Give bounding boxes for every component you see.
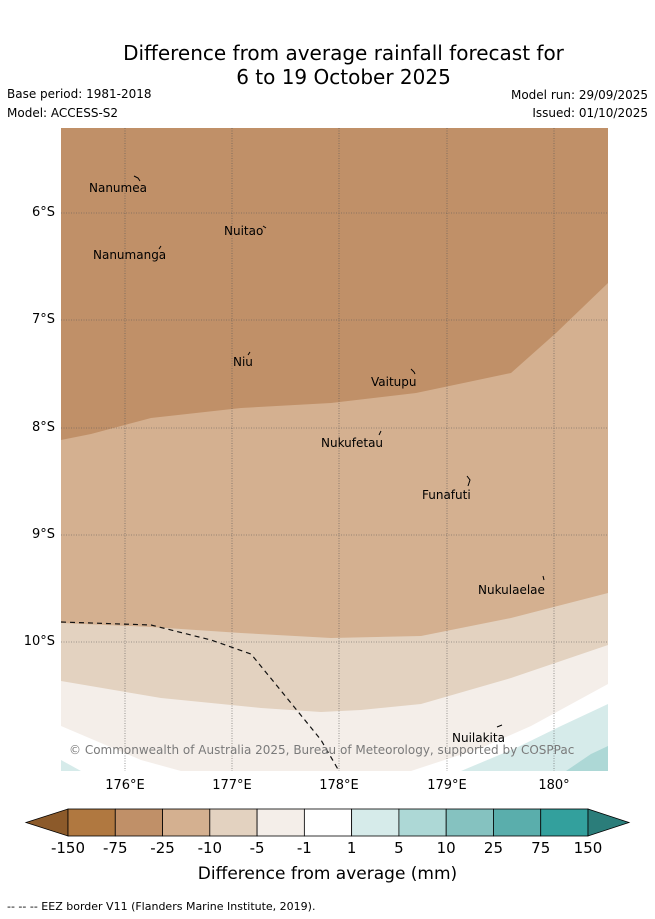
- colorbar-axis-title: Difference from average (mm): [197, 864, 458, 884]
- label-nukulaelae: Nukulaelae: [478, 583, 545, 597]
- nukufetau-island-mark: [378, 430, 382, 436]
- colorbar-cell: [303, 808, 353, 837]
- colorbar-cell: [398, 808, 447, 837]
- colorbar-cell: [540, 808, 589, 837]
- colorbar-tick-label: 150: [573, 839, 603, 857]
- label-nanumea: Nanumea: [89, 181, 147, 195]
- colorbar-extend-low: [24, 808, 69, 837]
- colorbar-cell: [162, 808, 211, 837]
- colorbar-tick-label: 10: [436, 839, 456, 857]
- label-nuilakita: Nuilakita: [452, 731, 505, 745]
- model-run-date: Model run: 29/09/2025: [510, 88, 648, 102]
- nuitao-island-mark: [262, 225, 267, 229]
- band-minus-1: [61, 645, 608, 771]
- nuilakita-island-mark: [496, 724, 503, 728]
- colorbar-tick-label: 25: [483, 839, 503, 857]
- label-nanumanga: Nanumanga: [93, 248, 166, 262]
- base-period: Base period: 1981-2018: [7, 87, 152, 101]
- label-funafuti: Funafuti: [422, 488, 471, 502]
- colorbar-tick-label: -10: [197, 839, 223, 857]
- lon-label-178e: 178°E: [319, 778, 359, 793]
- lon-gridlines: [124, 128, 555, 771]
- band-plus-1-left: [61, 760, 81, 771]
- lat-label-10s: 10°S: [23, 634, 55, 649]
- label-nuitao: Nuitao: [224, 224, 263, 238]
- lon-label-180: 180°: [538, 778, 570, 793]
- title-line-2: 6 to 19 October 2025: [236, 65, 451, 89]
- colorbar-tick-label: -25: [150, 839, 175, 857]
- colorbar-cell: [209, 808, 258, 837]
- colorbar-tick-label: 5: [394, 839, 404, 857]
- lat-gridlines: [61, 212, 608, 643]
- nukulaelae-island-mark: [542, 575, 545, 581]
- eez-border: [61, 621, 340, 771]
- lon-label-177e: 177°E: [212, 778, 252, 793]
- lat-label-9s: 9°S: [31, 527, 55, 542]
- colorbar-cell: [256, 808, 305, 837]
- label-vaitupu: Vaitupu: [371, 375, 417, 389]
- colorbar-cell: [493, 808, 542, 837]
- lat-label-6s: 6°S: [31, 205, 55, 220]
- lat-label-7s: 7°S: [31, 312, 55, 327]
- colorbar-tick-label: 1: [346, 839, 357, 857]
- band-plus-1: [461, 704, 608, 771]
- vaitupu-island-mark: [410, 368, 416, 375]
- lat-label-8s: 8°S: [31, 420, 55, 435]
- colorbar-legend: [24, 808, 631, 837]
- colorbar-tick-label: -150: [50, 839, 86, 857]
- colorbar-cell: [67, 808, 116, 837]
- band-minus-25: [61, 128, 608, 440]
- colorbar-cell: [445, 808, 494, 837]
- nanumea-island-mark: [133, 175, 141, 182]
- label-nukufetau: Nukufetau: [321, 436, 383, 450]
- eez-footnote: -- -- -- EEZ border V11 (Flanders Marine…: [7, 900, 316, 913]
- colorbar-cell: [351, 808, 400, 837]
- label-niu: Niu: [233, 355, 253, 369]
- lon-label-176e: 176°E: [105, 778, 145, 793]
- model-name: Model: ACCESS-S2: [7, 106, 119, 120]
- colorbar-extend-high: [587, 808, 631, 837]
- lon-label-179e: 179°E: [427, 778, 467, 793]
- band-plus-5: [566, 746, 608, 771]
- copyright-notice: © Commonwealth of Australia 2025, Bureau…: [69, 743, 574, 757]
- niu-island-mark: [247, 351, 251, 356]
- colorbar-tick-label: -5: [249, 839, 265, 857]
- map-title: Difference from average rainfall forecas…: [0, 41, 655, 89]
- nanumanga-island-mark: [158, 245, 162, 250]
- colorbar-cell: [114, 808, 163, 837]
- issued-date: Issued: 01/10/2025: [532, 106, 648, 120]
- colorbar-tick-label: -1: [296, 839, 312, 857]
- colorbar-tick-label: 75: [531, 839, 551, 857]
- rainfall-map: Nanumea Nuitao Nanumanga Niu Vaitupu Nuk…: [61, 128, 608, 771]
- title-line-1: Difference from average rainfall forecas…: [123, 41, 564, 65]
- colorbar-tick-label: -75: [103, 839, 128, 857]
- funafuti-island-mark: [466, 475, 471, 487]
